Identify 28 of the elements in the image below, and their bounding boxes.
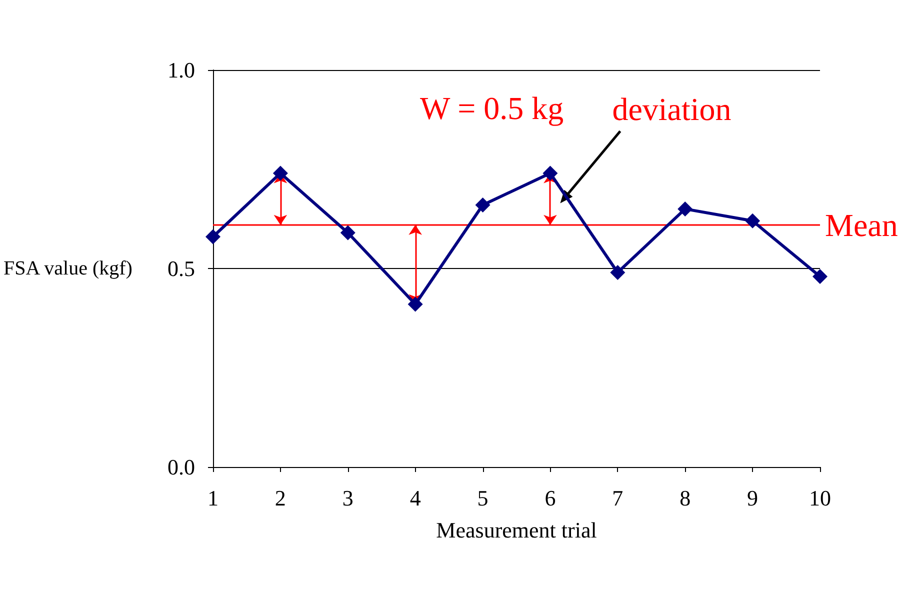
- point: [542, 166, 558, 181]
- x-tick-label: 6: [544, 486, 556, 510]
- point: [610, 264, 626, 280]
- point: [475, 197, 490, 212]
- annotation: deviation: [612, 91, 732, 128]
- point: [272, 166, 288, 181]
- x-tick-label: 1: [207, 486, 218, 510]
- point: [678, 201, 693, 216]
- point: [408, 296, 423, 312]
- ref-line-label: Mean: [825, 206, 898, 243]
- point: [745, 213, 760, 228]
- y-tick-label: 0.5: [167, 256, 195, 281]
- x-tick-label: 8: [680, 486, 691, 510]
- x-tick-label: 5: [477, 486, 488, 510]
- point: [812, 268, 828, 284]
- y-tick-label: 0.0: [167, 454, 195, 480]
- y-axis-title: FSA value (kgf): [4, 258, 132, 280]
- x-tick-label: 10: [809, 486, 831, 510]
- x-tick-label: 4: [410, 486, 421, 510]
- x-tick-label: 7: [612, 486, 624, 510]
- x-axis-title: Measurement trial: [436, 518, 597, 542]
- point: [205, 229, 220, 244]
- point: [340, 225, 356, 240]
- annotation: W = 0.5 kg: [420, 90, 564, 126]
- x-tick-label: 2: [274, 486, 286, 510]
- x-tick-label: 9: [747, 486, 758, 510]
- x-tick-label: 3: [342, 486, 354, 510]
- y-tick-label: 1.0: [167, 58, 195, 82]
